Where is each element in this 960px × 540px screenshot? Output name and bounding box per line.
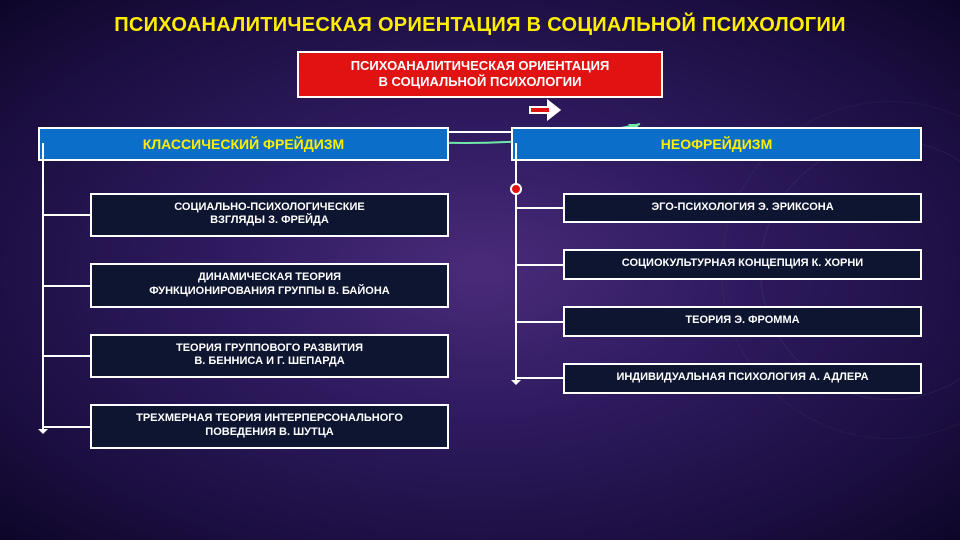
item-box: ИНДИВИДУАЛЬНАЯ ПСИХОЛОГИЯ А. АДЛЕРА <box>563 363 922 394</box>
page-title: ПСИХОАНАЛИТИЧЕСКАЯ ОРИЕНТАЦИЯ В СОЦИАЛЬН… <box>0 0 960 45</box>
root-box: ПСИХОАНАЛИТИЧЕСКАЯ ОРИЕНТАЦИЯ В СОЦИАЛЬН… <box>297 51 663 98</box>
left-items: СОЦИАЛЬНО-ПСИХОЛОГИЧЕСКИЕ ВЗГЛЯДЫ З. ФРЕ… <box>38 161 449 449</box>
branch-line <box>515 264 563 266</box>
highlight-arrow-icon <box>529 103 563 117</box>
branch-line <box>42 355 90 357</box>
branch-line <box>42 426 90 428</box>
item-box: ТЕОРИЯ ГРУППОВОГО РАЗВИТИЯ В. БЕННИСА И … <box>90 334 449 379</box>
branch-line <box>42 285 90 287</box>
item-box: ТРЕХМЕРНАЯ ТЕОРИЯ ИНТЕРПЕРСОНАЛЬНОГО ПОВ… <box>90 404 449 449</box>
item-box: ДИНАМИЧЕСКАЯ ТЕОРИЯ ФУНКЦИОНИРОВАНИЯ ГРУ… <box>90 263 449 308</box>
branch-line <box>515 207 563 209</box>
right-category: НЕОФРЕЙДИЗМ <box>511 127 922 161</box>
root-line1: ПСИХОАНАЛИТИЧЕСКАЯ ОРИЕНТАЦИЯ <box>327 58 633 74</box>
highlight-dot-icon <box>510 183 522 195</box>
left-column: КЛАССИЧЕСКИЙ ФРЕЙДИЗМ СОЦИАЛЬНО-ПСИХОЛОГ… <box>38 127 449 449</box>
item-box: СОЦИАЛЬНО-ПСИХОЛОГИЧЕСКИЕ ВЗГЛЯДЫ З. ФРЕ… <box>90 193 449 238</box>
branch-line <box>515 377 563 379</box>
branch-line <box>515 321 563 323</box>
right-vline <box>515 143 517 383</box>
columns-container: КЛАССИЧЕСКИЙ ФРЕЙДИЗМ СОЦИАЛЬНО-ПСИХОЛОГ… <box>0 127 960 449</box>
root-line2: В СОЦИАЛЬНОЙ ПСИХОЛОГИИ <box>327 74 633 90</box>
item-box: ЭГО-ПСИХОЛОГИЯ Э. ЭРИКСОНА <box>563 193 922 224</box>
right-items: ЭГО-ПСИХОЛОГИЯ Э. ЭРИКСОНА СОЦИОКУЛЬТУРНА… <box>511 161 922 394</box>
item-box: ТЕОРИЯ Э. ФРОММА <box>563 306 922 337</box>
left-category: КЛАССИЧЕСКИЙ ФРЕЙДИЗМ <box>38 127 449 161</box>
branch-line <box>42 214 90 216</box>
item-box: СОЦИОКУЛЬТУРНАЯ КОНЦЕПЦИЯ К. ХОРНИ <box>563 249 922 280</box>
right-column: НЕОФРЕЙДИЗМ ЭГО-ПСИХОЛОГИЯ Э. ЭРИКСОНА СО… <box>511 127 922 449</box>
